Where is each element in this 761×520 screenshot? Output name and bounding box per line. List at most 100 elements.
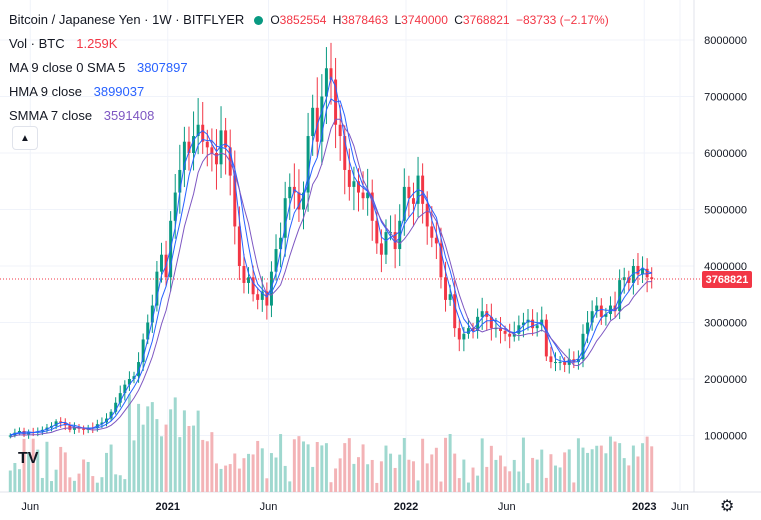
candle-body: [398, 220, 402, 250]
candle-body: [297, 192, 301, 210]
volume-bar: [279, 434, 283, 492]
volume-bar: [604, 453, 608, 492]
candle-body: [187, 141, 191, 153]
indicator-value: 1.259K: [76, 36, 118, 51]
volume-bar: [233, 453, 237, 492]
volume-bar: [127, 394, 131, 492]
volume-bar: [462, 459, 466, 492]
candle-body: [508, 333, 512, 337]
candle-body: [311, 107, 315, 137]
volume-bar: [182, 410, 186, 492]
candle-body: [462, 333, 466, 340]
candle-body: [22, 430, 26, 435]
volume-bar: [590, 449, 594, 492]
tradingview-logo[interactable]: TV: [18, 450, 39, 467]
volume-bar: [13, 463, 17, 492]
volume-bar: [627, 465, 631, 492]
volume-bar: [311, 466, 315, 492]
volume-bar: [224, 465, 228, 492]
candle-body: [347, 169, 351, 187]
volume-bar: [453, 453, 457, 492]
volume-bar: [50, 481, 54, 492]
volume-bar: [618, 443, 622, 492]
candle-body: [288, 186, 292, 199]
volume-bar: [45, 441, 49, 492]
gear-icon[interactable]: ⚙: [720, 498, 735, 515]
open-value: 3852554: [279, 13, 327, 27]
low-value: 3740000: [401, 13, 448, 27]
volume-bars: [8, 394, 654, 492]
indicator-value: 3591408: [103, 108, 155, 123]
volume-bar: [68, 477, 72, 492]
time-tick-label: 2022: [394, 501, 418, 513]
volume-bar: [425, 463, 429, 492]
high-value: 3878463: [341, 13, 389, 27]
price-axis[interactable]: 1000000 2000000 3000000 4000000 5000000 60000…: [704, 35, 747, 443]
price-tick-label: 8000000: [704, 35, 747, 47]
volume-bar: [109, 444, 113, 492]
chevron-up-icon: ▲: [20, 132, 30, 144]
volume-bar: [269, 453, 273, 492]
volume-bar: [384, 445, 388, 492]
volume-bar: [608, 436, 612, 492]
volume-bar: [292, 439, 296, 492]
candle-body: [114, 402, 118, 412]
volume-bar: [288, 481, 292, 492]
candle-body: [178, 169, 182, 193]
grid-lines: [0, 0, 761, 493]
volume-bar: [375, 482, 379, 492]
volume-bar: [315, 441, 319, 492]
candle-body: [17, 430, 21, 433]
candle-body: [59, 421, 63, 423]
candle-body: [205, 141, 209, 148]
candle-body: [631, 266, 635, 283]
volume-bar: [63, 452, 67, 492]
candle-body: [247, 277, 251, 283]
volume-bar: [59, 446, 63, 492]
volume-bar: [641, 443, 645, 492]
volume-bar: [17, 469, 21, 492]
volume-bar: [595, 445, 599, 492]
volume-bar: [260, 448, 264, 492]
volume-bar: [274, 457, 278, 492]
indicator-ma[interactable]: MA 9 close 0 SMA 5 3807897: [9, 56, 612, 80]
volume-bar: [411, 461, 415, 492]
volume-bar: [150, 402, 154, 492]
volume-bar: [631, 445, 635, 492]
volume-bar: [137, 403, 141, 492]
collapse-legend-button[interactable]: ▲: [12, 126, 38, 150]
volume-bar: [27, 453, 31, 492]
indicator-volume[interactable]: Vol · BTC 1.259K: [9, 32, 612, 56]
candle-body: [123, 384, 127, 394]
volume-bar: [196, 410, 200, 492]
candle-body: [155, 271, 159, 306]
volume-bar: [146, 406, 150, 492]
candle-body: [421, 175, 425, 204]
candle-body: [210, 147, 214, 153]
candle-body: [563, 362, 567, 365]
indicator-value: 3899037: [93, 84, 145, 99]
volume-bar: [36, 449, 40, 492]
symbol-title[interactable]: Bitcoin / Japanese Yen · 1W · BITFLYER: [9, 12, 245, 27]
candle-body: [549, 356, 553, 363]
candle-body: [251, 277, 255, 295]
volume-bar: [95, 482, 99, 492]
candle-body: [137, 362, 141, 377]
candle-body: [109, 411, 113, 419]
candle-body: [338, 124, 342, 137]
candle-body: [159, 254, 163, 272]
volume-bar: [306, 444, 310, 492]
change-value: −83733 (−2.17%): [515, 13, 609, 27]
volume-bar: [544, 477, 548, 492]
volume-bar: [576, 438, 580, 492]
volume-bar: [256, 440, 260, 492]
time-axis[interactable]: Jun 2021 Jun 2022 Jun 2023 Jun: [21, 501, 688, 513]
volume-bar: [421, 438, 425, 492]
volume-bar: [247, 453, 251, 492]
candle-body: [586, 322, 590, 334]
candle-body: [274, 249, 278, 272]
indicator-smma[interactable]: SMMA 7 close 3591408: [9, 104, 612, 128]
indicator-hma[interactable]: HMA 9 close 3899037: [9, 80, 612, 104]
candle-body: [384, 232, 388, 255]
